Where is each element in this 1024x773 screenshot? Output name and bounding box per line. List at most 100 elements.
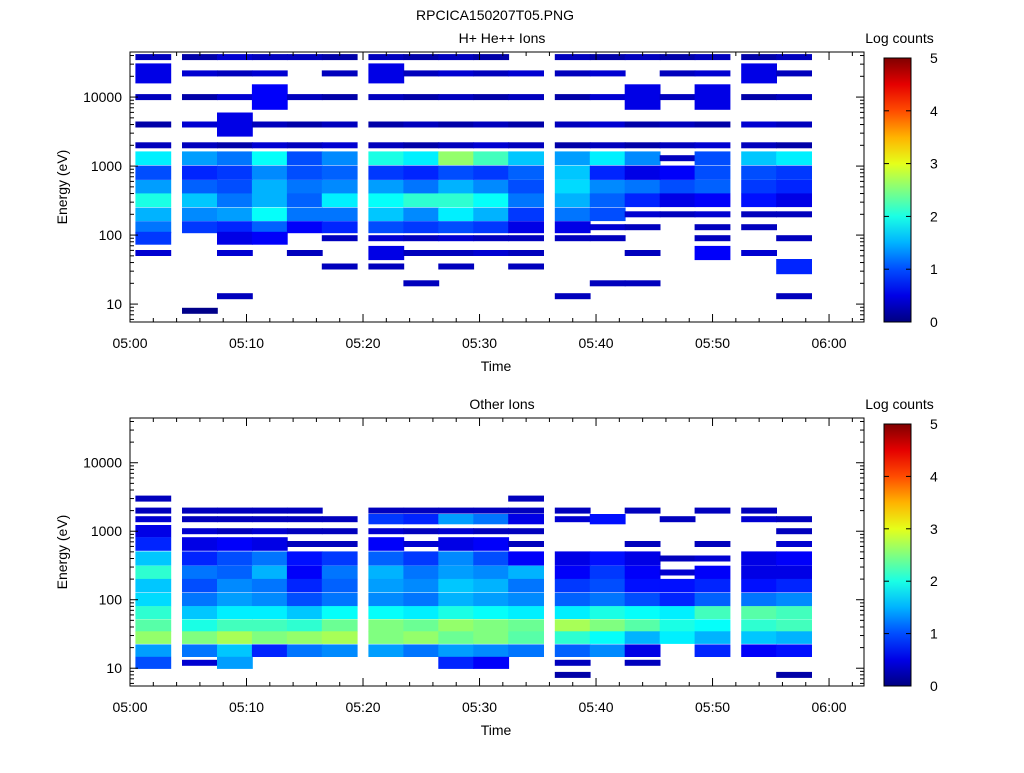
heatmap-cell <box>438 644 475 657</box>
heatmap-cell <box>135 151 172 166</box>
heatmap-cell <box>368 514 405 525</box>
heatmap-cell <box>403 54 440 61</box>
heatmap-cell <box>659 193 696 208</box>
heatmap-cell <box>403 207 440 222</box>
colorbar-tick-label: 0 <box>930 678 938 694</box>
heatmap-cell <box>217 537 253 551</box>
heatmap-cell <box>694 631 731 644</box>
heatmap-cell <box>776 565 812 580</box>
heatmap-cell <box>368 263 405 270</box>
heatmap-cell <box>438 578 475 593</box>
heatmap-cell <box>135 207 172 222</box>
heatmap-cell <box>694 235 731 242</box>
heatmap-cell <box>589 165 626 180</box>
heatmap-cell <box>403 142 440 149</box>
heatmap-cell <box>624 280 661 287</box>
y-axis-label: Energy (eV) <box>54 150 70 225</box>
heatmap-cell <box>182 507 218 514</box>
heatmap-cell <box>135 619 172 632</box>
heatmap-cell <box>217 151 253 166</box>
heatmap-cell <box>624 578 661 593</box>
heatmap-cell <box>438 606 475 619</box>
heatmap-cell <box>624 659 661 666</box>
heatmap-cell <box>438 656 475 669</box>
heatmap-cell <box>554 193 591 208</box>
heatmap-cell <box>321 221 358 234</box>
heatmap-cell <box>286 180 323 194</box>
heatmap-cell <box>182 528 218 535</box>
heatmap-cell <box>741 142 777 149</box>
heatmap-cell <box>624 193 661 208</box>
heatmap-cell <box>438 193 475 208</box>
heatmap-cell <box>251 151 288 166</box>
x-tick-label: 05:20 <box>345 699 380 715</box>
heatmap-cell <box>589 280 626 287</box>
colorbar-tick-label: 4 <box>930 468 938 484</box>
y-tick-label: 100 <box>99 227 123 243</box>
heatmap-cell <box>438 235 475 242</box>
heatmap-cell <box>624 551 661 566</box>
heatmap-cell <box>508 180 544 194</box>
heatmap-cell <box>368 578 405 593</box>
heatmap-cell <box>473 180 510 194</box>
heatmap-cell <box>182 165 218 180</box>
heatmap-cell <box>321 94 358 101</box>
heatmap-cell <box>251 644 288 657</box>
heatmap-cell <box>438 94 475 101</box>
heatmap-cell <box>508 70 544 77</box>
colorbar <box>883 57 912 323</box>
heatmap-cell <box>286 221 323 234</box>
heatmap-cell <box>217 70 253 77</box>
heatmap-cell <box>251 70 288 77</box>
colorbar-tick-label: 2 <box>930 208 938 224</box>
heatmap-cell <box>589 193 626 208</box>
heatmap-cell <box>321 593 358 607</box>
heatmap-cell <box>741 619 777 632</box>
heatmap-cell <box>182 70 218 77</box>
heatmap-cell <box>403 250 440 256</box>
heatmap-cell <box>135 165 172 180</box>
heatmap-cell <box>659 555 696 562</box>
heatmap-cell <box>251 121 288 128</box>
heatmap-cell <box>251 221 288 234</box>
heatmap-cell <box>624 507 661 514</box>
heatmap-cell <box>473 165 510 180</box>
heatmap-cell <box>251 578 288 593</box>
heatmap-cell <box>554 70 591 77</box>
heatmap-cell <box>473 565 510 580</box>
heatmap-cell <box>368 221 405 234</box>
heatmap-cell <box>403 631 440 644</box>
heatmap-cell <box>741 250 777 256</box>
heatmap-cell <box>741 54 777 61</box>
heatmap-cell <box>321 606 358 619</box>
heatmap-cell <box>554 551 591 566</box>
heatmap-cell <box>403 644 440 657</box>
heatmap-cell <box>473 644 510 657</box>
x-tick-label: 05:30 <box>462 335 497 351</box>
heatmap-cell <box>217 180 253 194</box>
heatmap-cell <box>368 207 405 222</box>
heatmap-cell <box>368 528 405 535</box>
heatmap-cell <box>251 180 288 194</box>
figure-title: RPCICA150207T05.PNG <box>416 7 574 23</box>
heatmap-cell <box>776 528 812 535</box>
heatmap-cell <box>182 54 218 61</box>
heatmap-cell <box>321 551 358 566</box>
heatmap-cell <box>554 659 591 666</box>
heatmap-cell <box>403 235 440 242</box>
heatmap-cell <box>286 593 323 607</box>
heatmap-cell <box>694 142 731 149</box>
heatmap-cell <box>251 84 288 110</box>
heatmap-cell <box>659 121 696 128</box>
heatmap-cell <box>217 656 253 669</box>
x-axis-label: Time <box>481 358 512 374</box>
heatmap-cell <box>473 537 510 551</box>
heatmap-cell <box>624 250 661 256</box>
heatmap-cell <box>135 495 172 502</box>
heatmap-cell <box>694 70 731 77</box>
heatmap-cell <box>438 70 475 77</box>
heatmap-cell <box>217 516 253 523</box>
heatmap-cell <box>368 180 405 194</box>
heatmap-cell <box>776 165 812 180</box>
heatmap-cell <box>251 165 288 180</box>
